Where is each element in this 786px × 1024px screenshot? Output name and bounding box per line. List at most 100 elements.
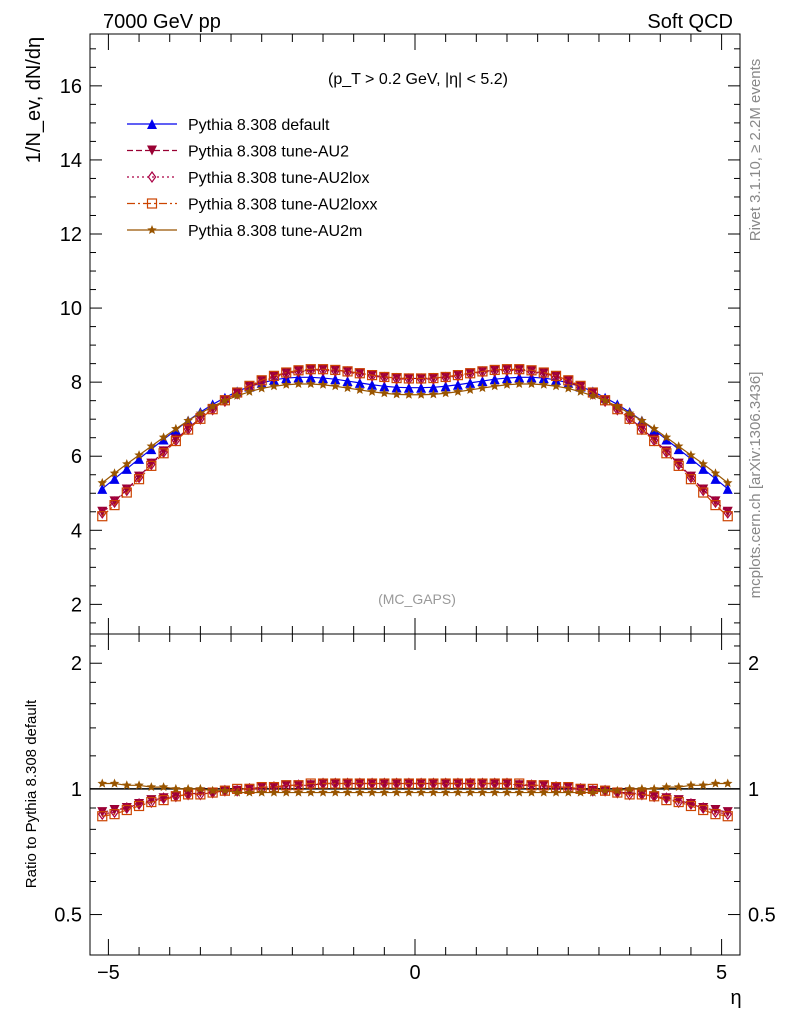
legend-marker [147,170,157,184]
data-point [588,387,598,400]
ratio-series-line [102,782,728,817]
data-point [465,377,476,388]
data-point [268,370,280,381]
ratio-data-point [134,797,144,811]
data-point [710,500,721,511]
ratio-data-point [686,797,696,811]
data-point [489,381,500,391]
data-point [722,511,733,522]
data-point [551,381,561,391]
data-point [121,463,132,474]
ratio-y-tick-label: 0.5 [54,905,82,927]
data-point [281,379,291,389]
data-point [244,381,255,392]
ratio-data-point [158,795,169,806]
ratio-data-point [110,806,119,819]
data-point [588,390,598,400]
data-point [465,367,475,381]
ratio-data-point [416,787,426,797]
ratio-data-point [97,808,107,821]
ratio-data-point [293,787,304,797]
data-point [158,448,169,459]
data-point [649,423,659,433]
ratio-data-point [502,787,512,797]
ratio-data-point [133,800,145,812]
ratio-data-point [158,782,169,792]
data-point [416,389,426,399]
data-point [539,367,549,381]
data-point [649,435,660,447]
data-point [146,460,157,471]
data-point [391,389,402,399]
data-point [710,473,721,484]
ratio-data-point [722,778,733,788]
data-point [244,386,255,396]
data-point [330,374,341,385]
data-point [673,444,684,455]
y-tick-label: 16 [60,76,82,98]
data-point [514,364,525,375]
ratio-data-point [637,783,647,793]
ratio-data-point [711,806,720,819]
data-point [133,474,145,485]
data-point [453,386,463,396]
data-point [698,463,709,474]
data-point [722,477,733,487]
data-point [440,381,451,392]
y-tick-label: 14 [60,150,82,172]
data-point [477,383,488,393]
data-point [305,372,316,383]
data-point [305,364,316,375]
y-tick-label: 4 [71,520,82,542]
x-tick-label: 0 [409,962,420,984]
data-point [477,366,488,377]
ratio-data-point [391,787,402,797]
data-point [478,366,487,379]
ratio-data-point [134,780,144,790]
data-point [501,373,512,384]
ratio-data-point [477,787,488,797]
data-point [502,379,512,389]
data-point [220,395,230,405]
ratio-data-point [109,809,120,820]
data-point [391,382,402,393]
data-point [416,373,426,386]
ratio-y-tick-label-right: 0.5 [748,905,776,927]
data-point [673,441,684,451]
ratio-data-point [281,787,291,797]
data-point [416,373,427,384]
data-point [575,386,586,396]
analysis-watermark: (MC_GAPS) [378,591,456,607]
legend-label: Pythia 8.308 tune-AU2 [188,144,349,161]
ratio-data-point [171,783,181,793]
data-point [722,483,733,494]
x-tick-label: −5 [97,962,120,984]
y-tick-label: 12 [60,224,82,246]
ratio-series-pythia-8-308-tune-au2loxx [97,778,733,822]
data-point [429,372,438,385]
ratio-data-point [146,796,157,808]
data-point [367,386,377,396]
ratio-y-tick-label: 2 [71,653,82,675]
data-point [514,372,525,383]
data-point [661,432,672,442]
data-point [343,366,352,379]
data-point [685,474,697,485]
data-point [698,487,709,498]
data-point [538,367,549,378]
data-point [526,365,537,376]
ratio-data-point [379,787,390,797]
ratio-data-point [514,787,524,797]
series-line [101,383,729,484]
ratio-y-tick-label: 1 [71,779,82,801]
data-point [330,381,341,391]
data-point [563,376,574,387]
ratio-data-point [673,782,684,792]
ratio-y-tick-label-right: 1 [748,779,759,801]
data-point [514,379,524,389]
data-point [318,364,328,377]
series-pythia-8-308-tune-au2lox [97,364,733,519]
ratio-data-point [685,800,697,812]
data-point [330,364,341,376]
